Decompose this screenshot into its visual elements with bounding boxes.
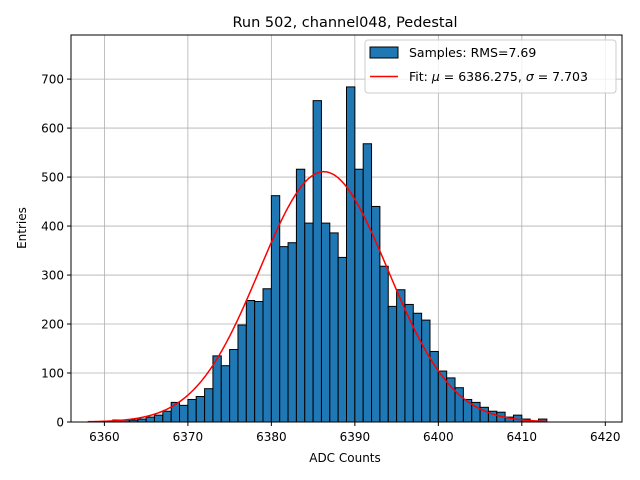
histogram-bar [304, 222, 314, 423]
histogram-bar [421, 319, 431, 423]
histogram-bar [220, 365, 231, 423]
y-axis-label: Entries [15, 207, 29, 249]
histogram-bar [371, 205, 381, 423]
y-axis-ticks: 0 100 200 300 400 500 600 700 [41, 73, 71, 430]
y-tick-label: 500 [41, 171, 64, 185]
legend-samples-label: Samples: RMS=7.69 [409, 45, 536, 60]
y-tick-label: 200 [41, 318, 64, 332]
histogram-bar [187, 398, 197, 423]
x-tick-label: 6390 [340, 430, 371, 444]
histogram-bar [229, 348, 239, 423]
histogram-bar [295, 168, 306, 423]
legend-fit-mu-value: = 6386.275, [440, 69, 526, 84]
chart-title: Run 502, channel048, Pedestal [232, 15, 457, 31]
x-axis-ticks: 6360 6370 6380 6390 6400 6410 6420 [89, 422, 621, 444]
histogram-bar [245, 300, 256, 423]
y-tick-label: 700 [41, 73, 64, 87]
histogram-bar [153, 414, 164, 423]
histogram-bar [145, 416, 155, 423]
histogram-bar [270, 195, 281, 423]
histogram-bar [287, 242, 297, 423]
y-tick-label: 300 [41, 269, 64, 283]
histogram-bar [195, 396, 206, 423]
x-axis-label: ADC Counts [309, 451, 381, 465]
histogram-bar [379, 265, 389, 423]
legend-box [364, 39, 617, 94]
histogram-bar [337, 256, 348, 423]
x-tick-label: 6410 [507, 430, 538, 444]
histogram-bar [404, 303, 414, 423]
histogram-bar [362, 143, 373, 423]
x-tick-label: 6400 [423, 430, 454, 444]
legend-fit-label: Fit: μ = 6386.275, σ = 7.703 [409, 69, 588, 84]
histogram-bar [237, 324, 247, 423]
histogram-bar [396, 289, 406, 423]
histogram-bar [162, 410, 172, 423]
y-tick-label: 600 [41, 122, 64, 136]
plot-frame [70, 34, 623, 423]
x-tick-label: 6360 [89, 430, 120, 444]
legend-fit-prefix: Fit: [409, 69, 432, 84]
x-tick-label: 6380 [256, 430, 287, 444]
histogram-bar [437, 370, 448, 423]
histogram-bar [320, 222, 331, 423]
x-tick-label: 6420 [590, 430, 621, 444]
histogram-bar [279, 246, 289, 423]
y-tick-label: 0 [56, 416, 64, 430]
legend-samples-swatch [369, 46, 399, 59]
legend-fit-sigma-symbol: σ [526, 69, 535, 84]
y-tick-label: 400 [41, 220, 64, 234]
histogram-bar [429, 350, 439, 423]
histogram-bar [346, 86, 356, 423]
gaussian-fit-curve [87, 170, 547, 423]
histogram-bar [446, 377, 456, 423]
histogram-bar [387, 305, 398, 423]
x-tick-label: 6370 [173, 430, 204, 444]
histogram-bar [204, 388, 214, 423]
histogram-bar [254, 300, 264, 423]
histogram-bar [312, 100, 322, 423]
legend-fit-sigma-value: = 7.703 [534, 69, 588, 84]
y-tick-label: 100 [41, 367, 64, 381]
legend-fit-mu-symbol: μ [431, 69, 440, 84]
histogram-bar [329, 232, 339, 423]
histogram-bar [262, 288, 272, 423]
histogram-bar [212, 355, 222, 423]
legend: Samples: RMS=7.69 Fit: μ = 6386.275, σ =… [364, 39, 617, 94]
histogram-bar [179, 404, 189, 423]
